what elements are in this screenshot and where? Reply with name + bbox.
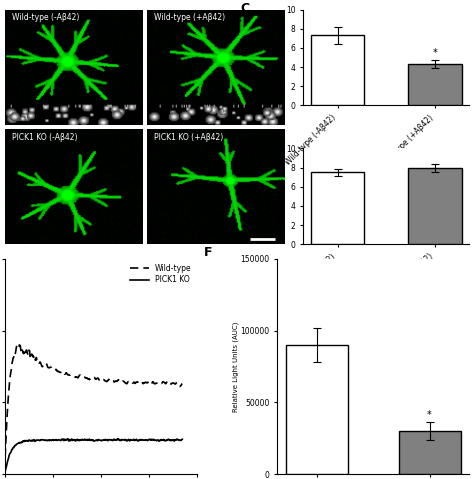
Wild-type	[17, 342, 22, 348]
Text: Wild-type (+Aβ42): Wild-type (+Aβ42)	[154, 13, 225, 22]
PICK1 KO	[34, 437, 39, 443]
Wild-type	[136, 379, 142, 385]
Bar	[286, 345, 348, 474]
Text: F: F	[204, 246, 213, 259]
Bar	[399, 431, 461, 474]
PICK1 KO	[82, 437, 88, 443]
Bar	[311, 35, 365, 105]
Wild-type	[34, 357, 39, 363]
Wild-type	[107, 377, 113, 383]
Text: *: *	[433, 48, 438, 58]
PICK1 KO	[121, 437, 127, 443]
PICK1 KO	[116, 436, 121, 442]
Wild-type	[121, 378, 127, 384]
Text: Wild-type (-Aβ42): Wild-type (-Aβ42)	[11, 13, 79, 22]
Text: D: D	[240, 141, 251, 154]
Wild-type	[82, 375, 88, 381]
Wild-type	[2, 454, 8, 460]
Bar	[311, 172, 365, 244]
Text: *: *	[427, 410, 432, 420]
PICK1 KO	[180, 436, 185, 442]
Wild-type	[48, 364, 54, 370]
Line: Wild-type: Wild-type	[5, 345, 182, 457]
Line: PICK1 KO: PICK1 KO	[5, 439, 182, 472]
Bar	[408, 168, 462, 244]
PICK1 KO	[136, 437, 142, 443]
Text: PICK1 KO (-Aβ42): PICK1 KO (-Aβ42)	[11, 133, 77, 142]
Y-axis label: Relative Light Units (AUC): Relative Light Units (AUC)	[233, 321, 239, 411]
Text: PICK1 KO (+Aβ42): PICK1 KO (+Aβ42)	[154, 133, 223, 142]
Y-axis label: Number of Spines /10μM: Number of Spines /10μM	[279, 153, 285, 240]
Legend: Wild-type, PICK1 KO: Wild-type, PICK1 KO	[128, 262, 193, 286]
PICK1 KO	[48, 437, 54, 443]
Y-axis label: Number of Spines /10μM: Number of Spines /10μM	[279, 14, 285, 101]
Wild-type	[180, 381, 185, 387]
PICK1 KO	[2, 469, 8, 475]
Text: C: C	[240, 2, 249, 15]
PICK1 KO	[107, 437, 112, 443]
Bar	[408, 64, 462, 105]
